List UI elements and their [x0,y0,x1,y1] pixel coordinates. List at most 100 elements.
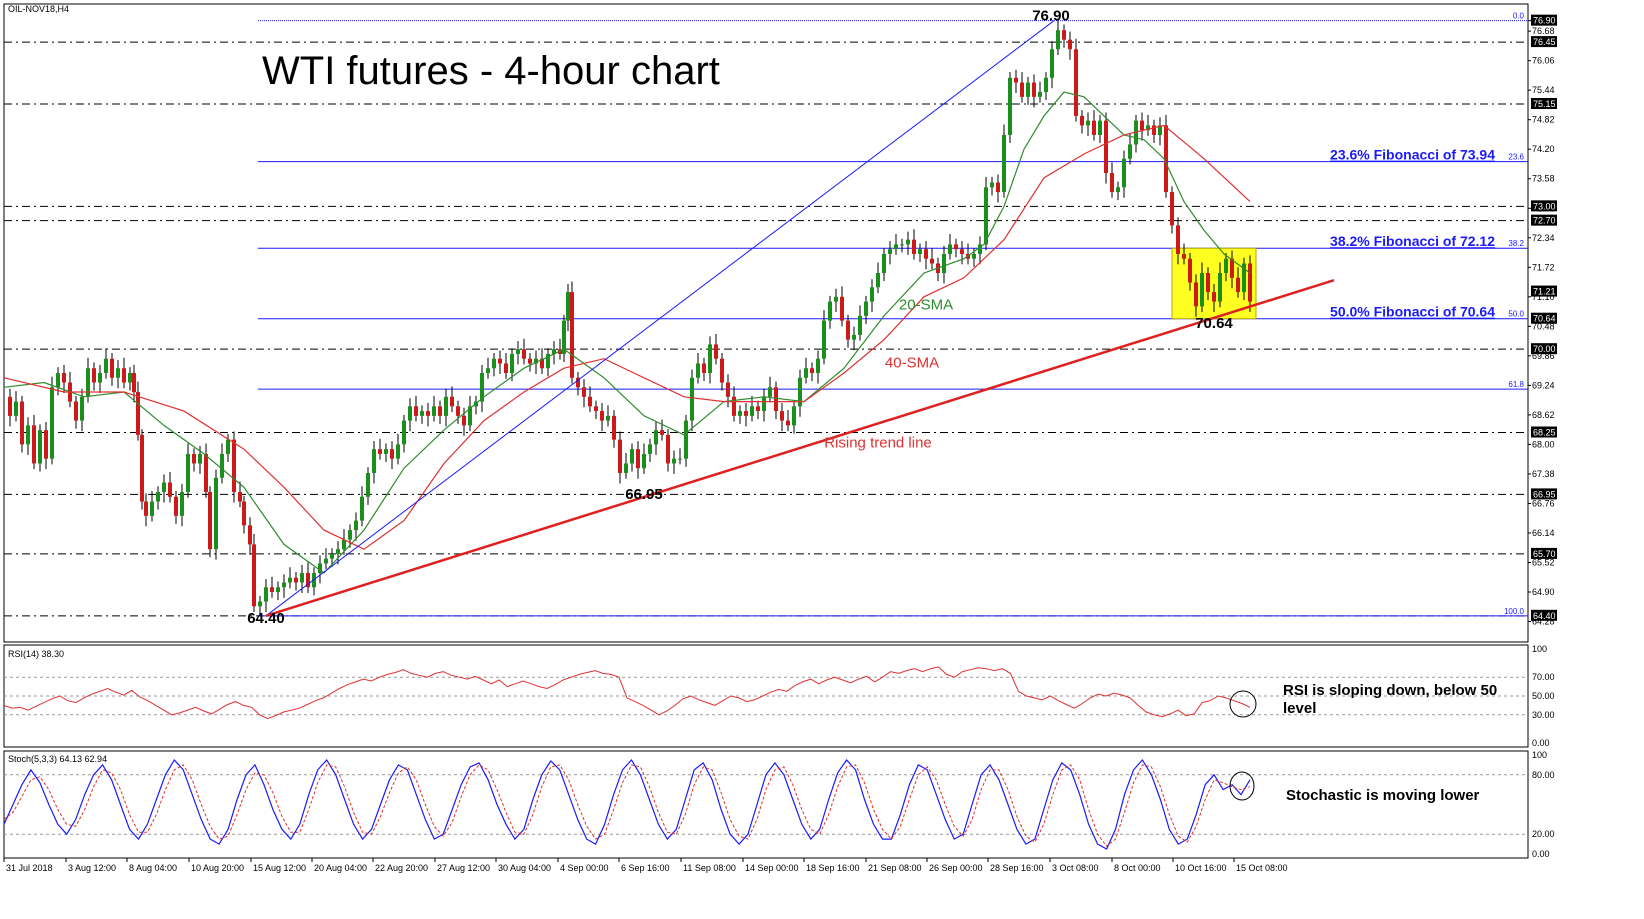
candle-body [486,368,490,373]
candle-body [1242,263,1246,293]
level-box-4: 72.70 [1531,214,1557,226]
price-label-13: 69.24 [1532,380,1555,390]
candle-body [1014,77,1018,83]
candle-body [1122,158,1126,188]
candle-body [26,425,30,445]
candle-body [630,449,634,464]
time-label-5: 20 Aug 04:00 [314,863,367,873]
price-label-3: 75.44 [1532,85,1555,95]
candle-body [150,501,154,516]
fib-ratio-2: 38.2 [1508,239,1524,248]
time-label-9: 4 Sep 00:00 [560,863,609,873]
candle-body [528,358,532,364]
time-label-0: 31 Jul 2018 [6,863,53,873]
candle-body [174,496,178,516]
candle-body [136,392,140,435]
sma40-line [3,124,1251,550]
candle-body [1206,273,1210,293]
candle-body [86,368,90,397]
candle-body [570,292,574,378]
candle-body [1212,292,1216,302]
level-box-label: 65.70 [1533,549,1556,559]
candle-body [804,368,808,378]
candle-body [984,187,988,245]
candle-body [288,577,292,583]
candle-body [600,411,604,421]
candle-body [420,411,424,416]
candle-body [960,249,964,254]
level-box-label: 76.90 [1533,16,1556,26]
level-box-bg [1531,488,1557,500]
candle-body [1056,30,1060,50]
candle-body [378,449,382,454]
candle-body [642,453,646,469]
candle-body [1080,115,1084,126]
candle-body [732,396,736,416]
candle-body [924,249,928,259]
candle-body [450,396,454,407]
candle-body [708,344,712,373]
candle-body [300,572,304,583]
candle-body [270,587,274,593]
stoch-label: Stoch(5,3,3) 64.13 62.94 [8,754,107,764]
fibonacci-levels: 0.0 23.6 23.6% Fibonacci of 73.94 38.2 38.2%… [258,12,1528,617]
price-label-10: 71.10 [1532,292,1555,302]
level-box-label: 64.40 [1533,611,1556,621]
time-label-8: 30 Aug 04:00 [498,863,551,873]
rsi-circle-marker [1229,690,1257,718]
candle-body [116,368,120,378]
candle-body [226,439,230,454]
candle-body [594,406,598,412]
time-label-1: 3 Aug 12:00 [68,863,116,873]
candle-body [978,244,982,254]
fib-text-2: 38.2% Fibonacci of 72.12 [1330,233,1495,249]
candle-body [1008,77,1012,135]
candle-body [1158,125,1162,135]
level-box-bg [1531,14,1557,26]
candle-body [876,273,880,288]
time-label-3: 10 Aug 20:00 [191,863,244,873]
candle-body [1146,125,1150,131]
candle-body [588,396,592,407]
candle-body [98,372,102,383]
candle-body [654,430,658,445]
level-box-7: 70.00 [1531,343,1557,355]
level-box-label: 66.95 [1533,489,1556,499]
candle-body [132,372,136,393]
candle-body [846,320,850,340]
level-box-0: 76.90 [1531,14,1557,26]
candle-body [498,358,502,364]
price-label-11: 70.48 [1532,321,1555,331]
level-box-5: 71.21 [1531,285,1557,297]
candle-body [582,387,586,397]
candle-body [372,449,376,473]
candle-body [684,420,688,459]
level-box-label: 75.15 [1533,99,1556,109]
candle-body [438,406,442,416]
candle-body [180,492,184,516]
candle-body [540,358,544,369]
candle-body [1098,120,1102,135]
candle-body [972,253,976,259]
candle-body [414,406,418,416]
candle-body [168,482,172,497]
candle-body [870,287,874,302]
candle-body [354,520,358,531]
candle-body [1218,273,1222,302]
stoch-circle-marker [1229,771,1255,801]
candle-body [276,587,280,593]
candle-body [242,501,246,526]
candle-body [186,453,190,493]
candle-body [348,530,352,540]
candle-body [822,320,826,359]
candle-body [792,406,796,426]
rsi-axis: 100 70.00 50.00 30.00 0.00 [1532,644,1555,748]
candle-body [282,582,286,588]
fib-swing-line [265,20,1055,617]
level-box-6: 70.64 [1531,312,1557,324]
candle-body [1002,134,1006,193]
candle-body [852,334,856,340]
main-pane: 0.0 23.6 23.6% Fibonacci of 73.94 38.2 38.2%… [3,3,1557,643]
chart-annotations: 76.90 64.40 66.95 70.64 20-SMA 40-SMA Rising t… [247,8,1233,627]
candle-body [864,301,868,316]
